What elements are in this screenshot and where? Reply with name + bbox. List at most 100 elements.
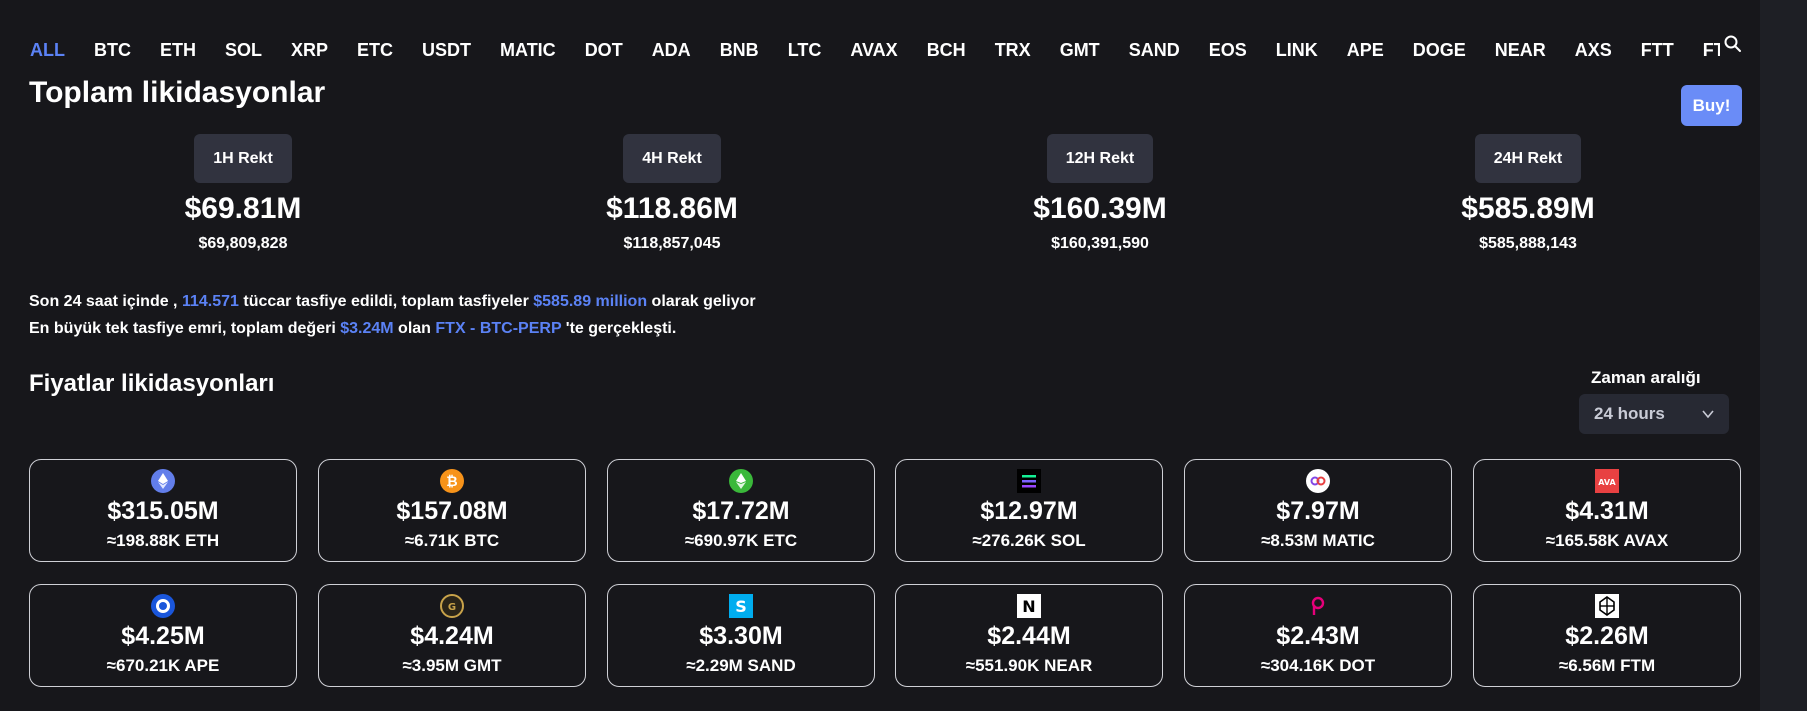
trader-count: 114.571 — [181, 293, 239, 310]
tab-bch[interactable]: BCH — [926, 40, 966, 60]
tab-near[interactable]: NEAR — [1494, 40, 1546, 60]
price-liquidations-title: Fiyatlar likidasyonları — [29, 370, 275, 397]
ftm-icon — [1595, 594, 1619, 618]
summary-line-1: Son 24 saat içinde , 114.571 tüccar tasf… — [29, 288, 756, 315]
tab-dot[interactable]: DOT — [584, 40, 623, 60]
tab-ltc[interactable]: LTC — [787, 40, 822, 60]
card-usd-value: $12.97M — [980, 497, 1078, 525]
card-coin-amount: ≈304.16K DOT — [1260, 656, 1376, 675]
coin-card[interactable]: $315.05M ≈198.88K ETH — [29, 459, 297, 562]
svg-text:S: S — [735, 597, 747, 616]
card-coin-amount: ≈198.88K ETH — [106, 531, 220, 550]
card-usd-value: $315.05M — [107, 497, 219, 525]
tab-all[interactable]: ALL — [30, 36, 65, 64]
sol-icon — [1017, 469, 1041, 493]
card-usd-value: $3.30M — [699, 622, 783, 650]
tab-matic[interactable]: MATIC — [500, 40, 556, 60]
card-usd-value: $2.26M — [1565, 622, 1649, 650]
coin-card[interactable]: $12.97M ≈276.26K SOL — [895, 459, 1163, 562]
card-usd-value: $2.43M — [1276, 622, 1360, 650]
largest-pair-link[interactable]: FTX - BTC-PERP — [435, 320, 562, 337]
stat-value: $118.86M — [606, 192, 738, 225]
search-icon[interactable] — [1722, 33, 1744, 55]
tab-doge[interactable]: DOGE — [1412, 40, 1466, 60]
svg-text:G: G — [448, 602, 456, 613]
tab-etc[interactable]: ETC — [357, 40, 394, 60]
tab-bnb[interactable]: BNB — [719, 40, 759, 60]
sand-icon: S — [729, 594, 753, 618]
coin-card[interactable]: S $3.30M ≈2.29M SAND — [607, 584, 875, 687]
summary-text: En büyük tek tasfiye emri, toplam değeri — [29, 320, 336, 337]
tab-ape[interactable]: APE — [1346, 40, 1384, 60]
stat-value: $69.81M — [184, 192, 302, 225]
card-coin-amount: ≈3.95M GMT — [402, 656, 502, 675]
card-coin-amount: ≈165.58K AVAX — [1545, 531, 1669, 550]
liquidation-summary: Son 24 saat içinde , 114.571 tüccar tasf… — [29, 288, 756, 342]
coin-tabs: ALL BTC ETH SOL XRP ETC USDT MATIC DOT ADA BNB LTC A… — [30, 30, 1720, 70]
summary-text: tüccar tasfiye edildi, toplam tasfiyeler — [243, 293, 529, 310]
chevron-down-icon — [1702, 410, 1714, 419]
avax-icon: AVA — [1595, 469, 1619, 493]
total-liquidations-title: Toplam likidasyonlar — [29, 76, 326, 109]
card-coin-amount: ≈551.90K NEAR — [965, 656, 1093, 675]
tab-gmt[interactable]: GMT — [1059, 40, 1100, 60]
coin-card[interactable]: AVA $4.31M ≈165.58K AVAX — [1473, 459, 1741, 562]
tab-usdt[interactable]: USDT — [422, 40, 472, 60]
time-range-select[interactable]: 24 hours — [1579, 394, 1729, 434]
card-coin-amount: ≈276.26K SOL — [972, 531, 1086, 550]
total-amount: $585.89 million — [533, 293, 648, 310]
tab-sand[interactable]: SAND — [1128, 40, 1180, 60]
tab-sol[interactable]: SOL — [225, 40, 263, 60]
tab-trx[interactable]: TRX — [994, 40, 1031, 60]
tab-btc[interactable]: BTC — [94, 40, 131, 60]
ape-icon — [151, 594, 175, 618]
coin-card[interactable]: $2.26M ≈6.56M FTM — [1473, 584, 1741, 687]
tab-ada[interactable]: ADA — [651, 40, 691, 60]
summary-text: olan — [398, 320, 431, 337]
card-usd-value: $17.72M — [692, 497, 790, 525]
card-usd-value: $7.97M — [1276, 497, 1360, 525]
tab-eos[interactable]: EOS — [1208, 40, 1247, 60]
summary-line-2: En büyük tek tasfiye emri, toplam değeri… — [29, 315, 756, 342]
summary-text: 'te gerçekleşti. — [565, 320, 677, 337]
gmt-icon: G — [440, 594, 464, 618]
etc-icon — [729, 469, 753, 493]
near-icon: N — [1017, 594, 1041, 618]
tab-axs[interactable]: AXS — [1574, 40, 1612, 60]
coin-card[interactable]: $17.72M ≈690.97K ETC — [607, 459, 875, 562]
buy-button[interactable]: Buy! — [1681, 85, 1742, 126]
largest-value: $3.24M — [340, 320, 394, 337]
coin-card[interactable]: $2.43M ≈304.16K DOT — [1184, 584, 1452, 687]
coin-card[interactable]: N $2.44M ≈551.90K NEAR — [895, 584, 1163, 687]
dot-icon — [1306, 594, 1330, 618]
stat-exact: $160,391,590 — [1051, 235, 1149, 252]
btc-icon: ₿ — [440, 469, 464, 493]
scrollbar-track[interactable] — [1760, 0, 1807, 711]
summary-text: olarak geliyor — [651, 293, 756, 310]
tab-avax[interactable]: AVAX — [850, 40, 898, 60]
card-coin-amount: ≈690.97K ETC — [684, 531, 798, 550]
main-panel — [12, 0, 1760, 711]
card-coin-amount: ≈2.29M SAND — [686, 656, 796, 675]
stat-value: $160.39M — [1033, 192, 1167, 225]
card-coin-amount: ≈8.53M MATIC — [1261, 531, 1375, 550]
tab-eth[interactable]: ETH — [160, 40, 196, 60]
card-usd-value: $4.31M — [1565, 497, 1649, 525]
card-coin-amount: ≈670.21K APE — [106, 656, 220, 675]
coin-card[interactable]: G $4.24M ≈3.95M GMT — [318, 584, 586, 687]
stat-exact: $585,888,143 — [1479, 235, 1577, 252]
svg-text:₿: ₿ — [446, 474, 457, 490]
coin-card[interactable]: $7.97M ≈8.53M MATIC — [1184, 459, 1452, 562]
coin-card[interactable]: $4.25M ≈670.21K APE — [29, 584, 297, 687]
stat-exact: $69,809,828 — [198, 235, 288, 252]
eth-icon — [151, 469, 175, 493]
stat-label: 12H Rekt — [1046, 134, 1154, 183]
tab-xrp[interactable]: XRP — [291, 40, 329, 60]
card-coin-amount: ≈6.56M FTM — [1558, 656, 1656, 675]
matic-icon — [1306, 469, 1330, 493]
tab-link[interactable]: LINK — [1275, 40, 1318, 60]
tab-fti[interactable]: FTI — [1702, 40, 1720, 60]
tab-ftt[interactable]: FTT — [1640, 40, 1674, 60]
coin-card[interactable]: ₿ $157.08M ≈6.71K BTC — [318, 459, 586, 562]
card-coin-amount: ≈6.71K BTC — [404, 531, 500, 550]
